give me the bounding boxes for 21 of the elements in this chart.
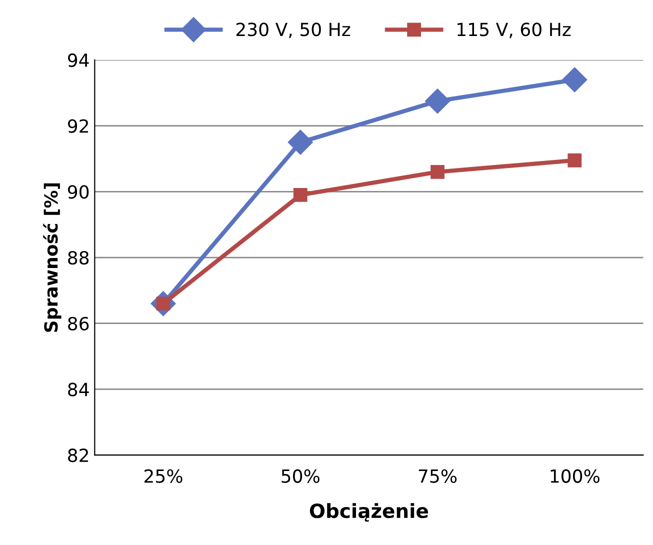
point: [288, 130, 313, 155]
x-tick-label: 25%: [144, 469, 182, 483]
x-tick-label: 75%: [418, 469, 457, 483]
point: [568, 153, 582, 168]
legend-label: 230 V, 50 Hz: [236, 22, 350, 38]
x-tick-label: 50%: [282, 469, 320, 483]
y-tick-label: 82: [68, 448, 88, 462]
y-tick-label: 88: [68, 250, 89, 265]
y-axis-title: Sprawność [%]: [43, 183, 62, 332]
point: [293, 188, 308, 202]
legend-label: 115 V, 60 Hz: [458, 22, 571, 38]
y-tick-label: 92: [68, 119, 88, 133]
point: [562, 67, 588, 92]
y-tick-label: 94: [68, 53, 89, 68]
point: [425, 88, 450, 114]
x-axis-title: Obciążenie: [310, 503, 428, 522]
point: [430, 164, 444, 179]
y-tick-label: 90: [68, 185, 89, 199]
x-tick-label: 100%: [550, 469, 600, 483]
y-tick-label: 84: [68, 382, 89, 396]
y-tick-label: 86: [68, 316, 89, 330]
